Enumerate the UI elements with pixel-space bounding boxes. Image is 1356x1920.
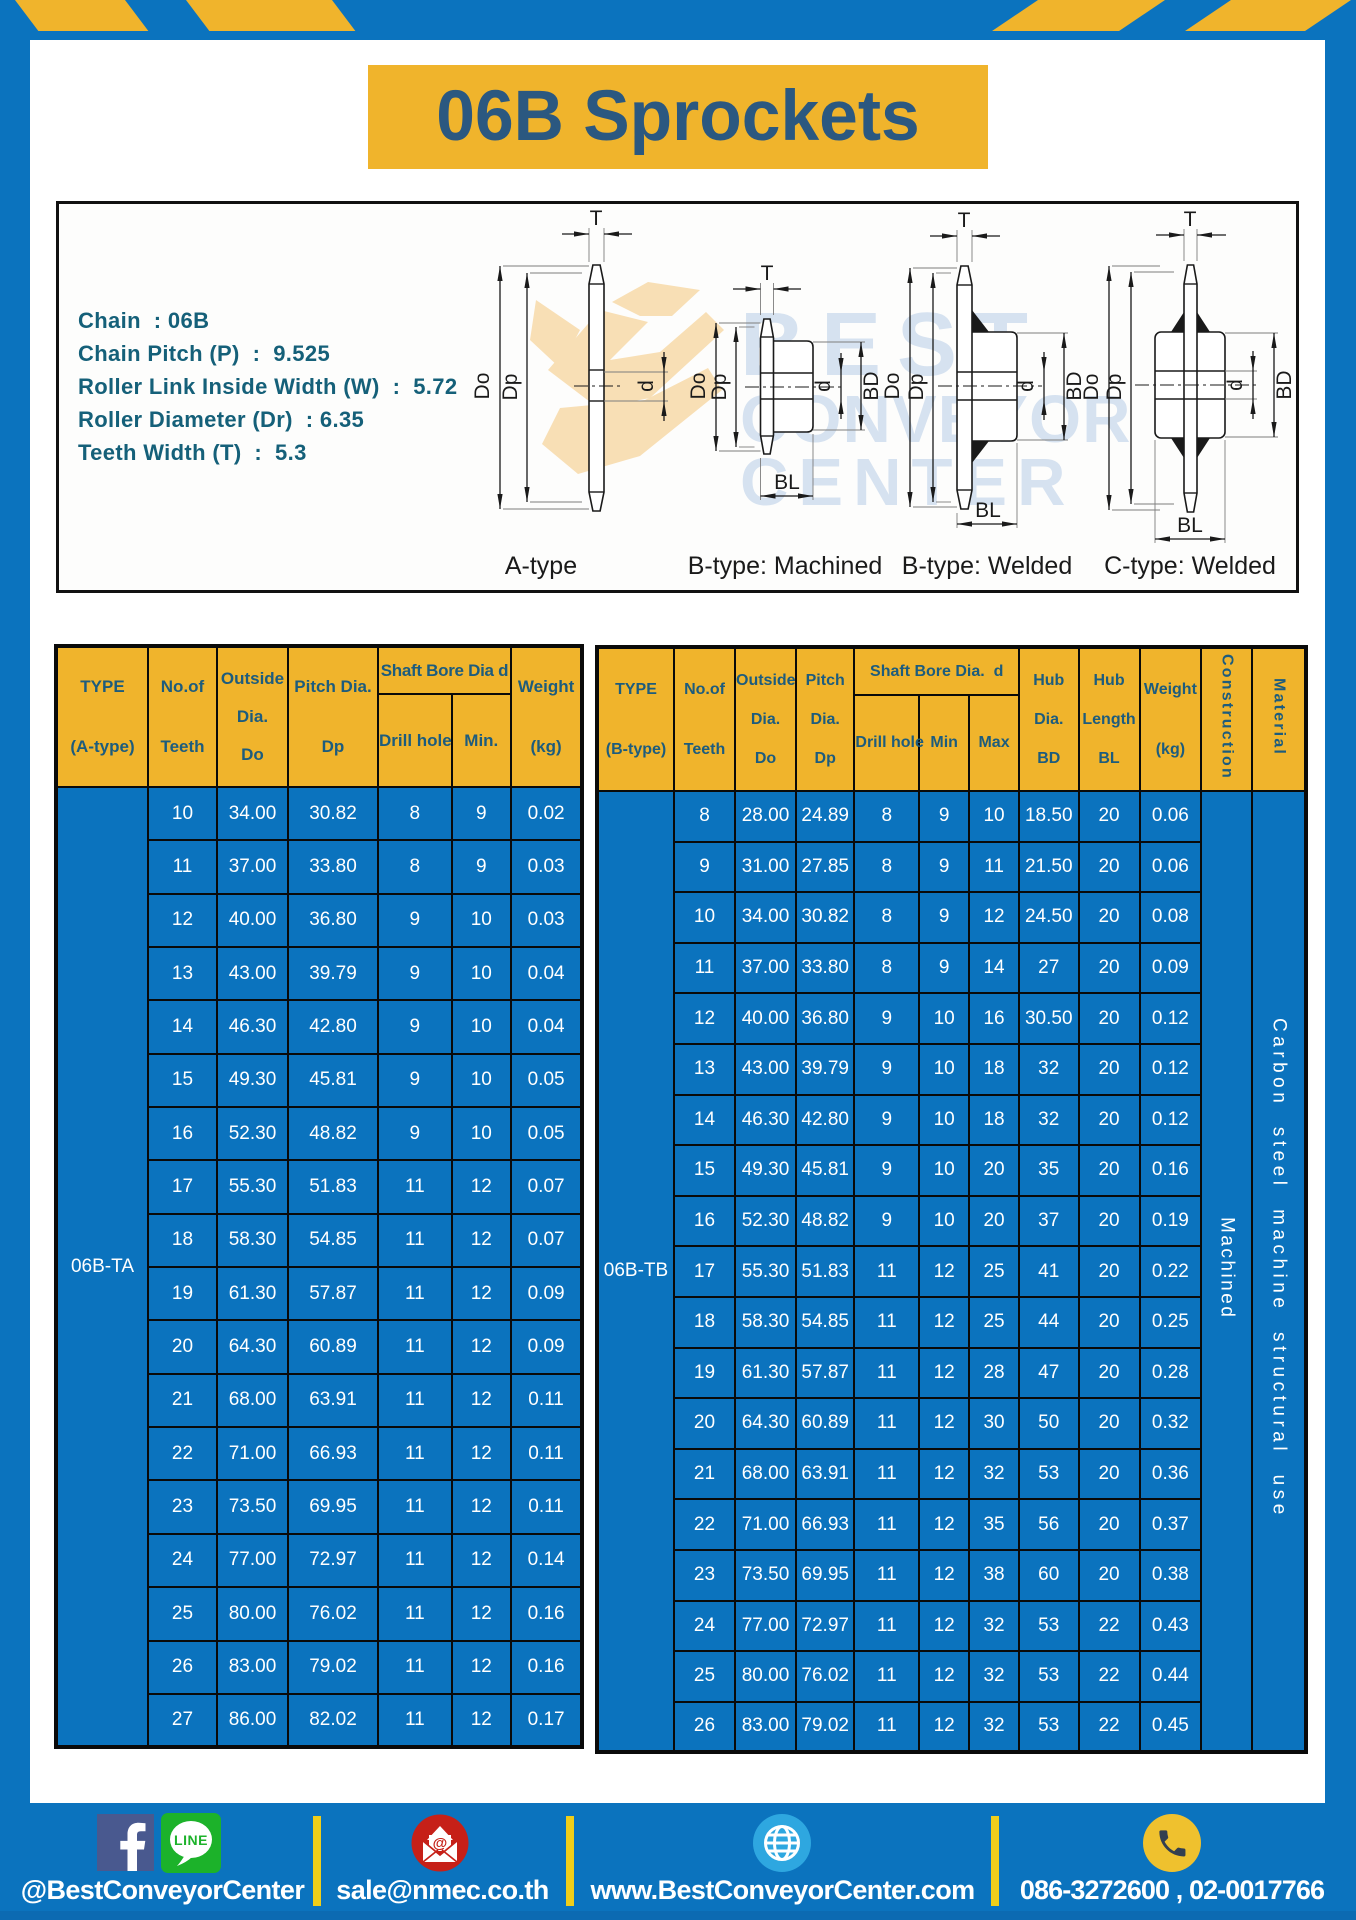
svg-text:BD: BD	[1273, 370, 1296, 399]
svg-text:CENTER: CENTER	[740, 445, 1075, 520]
svg-text:B-type: Welded: B-type: Welded	[902, 552, 1072, 580]
svg-text:B-type: Machined: B-type: Machined	[688, 552, 883, 580]
svg-text:d: d	[635, 380, 658, 392]
svg-text:Do: Do	[687, 373, 710, 400]
svg-text:T: T	[761, 262, 774, 285]
svg-text:BL: BL	[1177, 514, 1203, 537]
svg-text:Dp: Dp	[708, 374, 731, 401]
svg-text:BD: BD	[860, 371, 883, 400]
svg-text:BL: BL	[975, 499, 1001, 522]
svg-text:Dp: Dp	[905, 374, 928, 401]
svg-text:d: d	[1015, 380, 1038, 392]
svg-text:Dp: Dp	[1103, 374, 1126, 401]
svg-text:d: d	[1224, 379, 1247, 391]
svg-text:T: T	[958, 209, 971, 232]
svg-text:T: T	[1184, 208, 1197, 231]
svg-text:d: d	[812, 380, 835, 392]
svg-text:Do: Do	[881, 373, 904, 400]
svg-text:Do: Do	[471, 373, 494, 400]
svg-text:BD: BD	[1063, 371, 1086, 400]
svg-text:LINE: LINE	[174, 1832, 208, 1848]
svg-text:T: T	[590, 207, 603, 230]
svg-text:C-type: Welded: C-type: Welded	[1104, 552, 1276, 580]
svg-text:BL: BL	[774, 471, 800, 494]
svg-text:Do: Do	[1080, 374, 1103, 401]
svg-text:@: @	[433, 1835, 448, 1852]
svg-text:Dp: Dp	[499, 374, 522, 401]
svg-text:A-type: A-type	[505, 552, 577, 580]
